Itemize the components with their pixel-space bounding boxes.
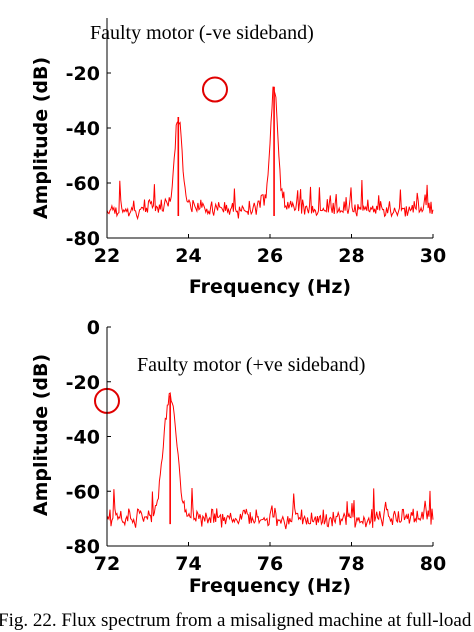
chart-top-plot-area <box>106 18 434 239</box>
y-tick-label: 0 <box>87 317 100 339</box>
chart-bottom-y-axis-label: Amplitude (dB) <box>30 354 52 516</box>
x-tick-label: 78 <box>338 553 364 575</box>
spectrum-series-line <box>106 86 434 221</box>
x-tick-label: 26 <box>257 245 283 267</box>
x-tick-label: 74 <box>175 553 201 575</box>
x-tick-label: 30 <box>420 245 446 267</box>
chart-bottom-y-ticks: -80 -60 -40 -20 0 <box>66 317 111 558</box>
red-circle-marker <box>201 76 228 103</box>
figure-caption: Fig. 22. Flux spectrum from a misaligned… <box>0 610 472 631</box>
x-tick-label: 72 <box>94 553 120 575</box>
chart-bottom-x-axis-label: Frequency (Hz) <box>189 575 351 597</box>
chart-bottom-annotation: Faulty motor (+ve sideband) <box>137 354 365 376</box>
spectrum-series-line <box>106 392 434 530</box>
y-tick-label: -80 <box>66 228 100 250</box>
chart-top-x-axis-label: Frequency (Hz) <box>189 276 351 298</box>
x-tick-label: 76 <box>257 553 283 575</box>
x-tick-label: 24 <box>175 245 201 267</box>
chart-top-y-axis-label: Amplitude (dB) <box>30 57 52 219</box>
y-tick-label: -20 <box>66 372 100 394</box>
y-tick-label: -40 <box>66 427 100 449</box>
x-tick-label: 22 <box>94 245 120 267</box>
y-tick-label: -60 <box>66 481 100 503</box>
x-tick-label: 80 <box>420 553 446 575</box>
chart-top-x-ticks: 22 24 26 28 30 <box>94 234 446 267</box>
x-tick-label: 28 <box>338 245 364 267</box>
y-tick-label: -20 <box>66 63 100 85</box>
y-tick-label: -60 <box>66 173 100 195</box>
y-tick-label: -40 <box>66 118 100 140</box>
chart-top-y-ticks: -80 -60 -40 -20 <box>66 63 111 250</box>
chart-top: Faulty motor (-ve sideband) 22 24 26 28 30 -… <box>30 18 446 298</box>
y-tick-label: -80 <box>66 536 100 558</box>
chart-top-annotation: Faulty motor (-ve sideband) <box>90 22 314 44</box>
chart-bottom-x-ticks: 72 74 76 78 80 <box>94 542 446 575</box>
chart-bottom: Faulty motor (+ve sideband) 72 74 76 78 80 -… <box>30 317 446 597</box>
